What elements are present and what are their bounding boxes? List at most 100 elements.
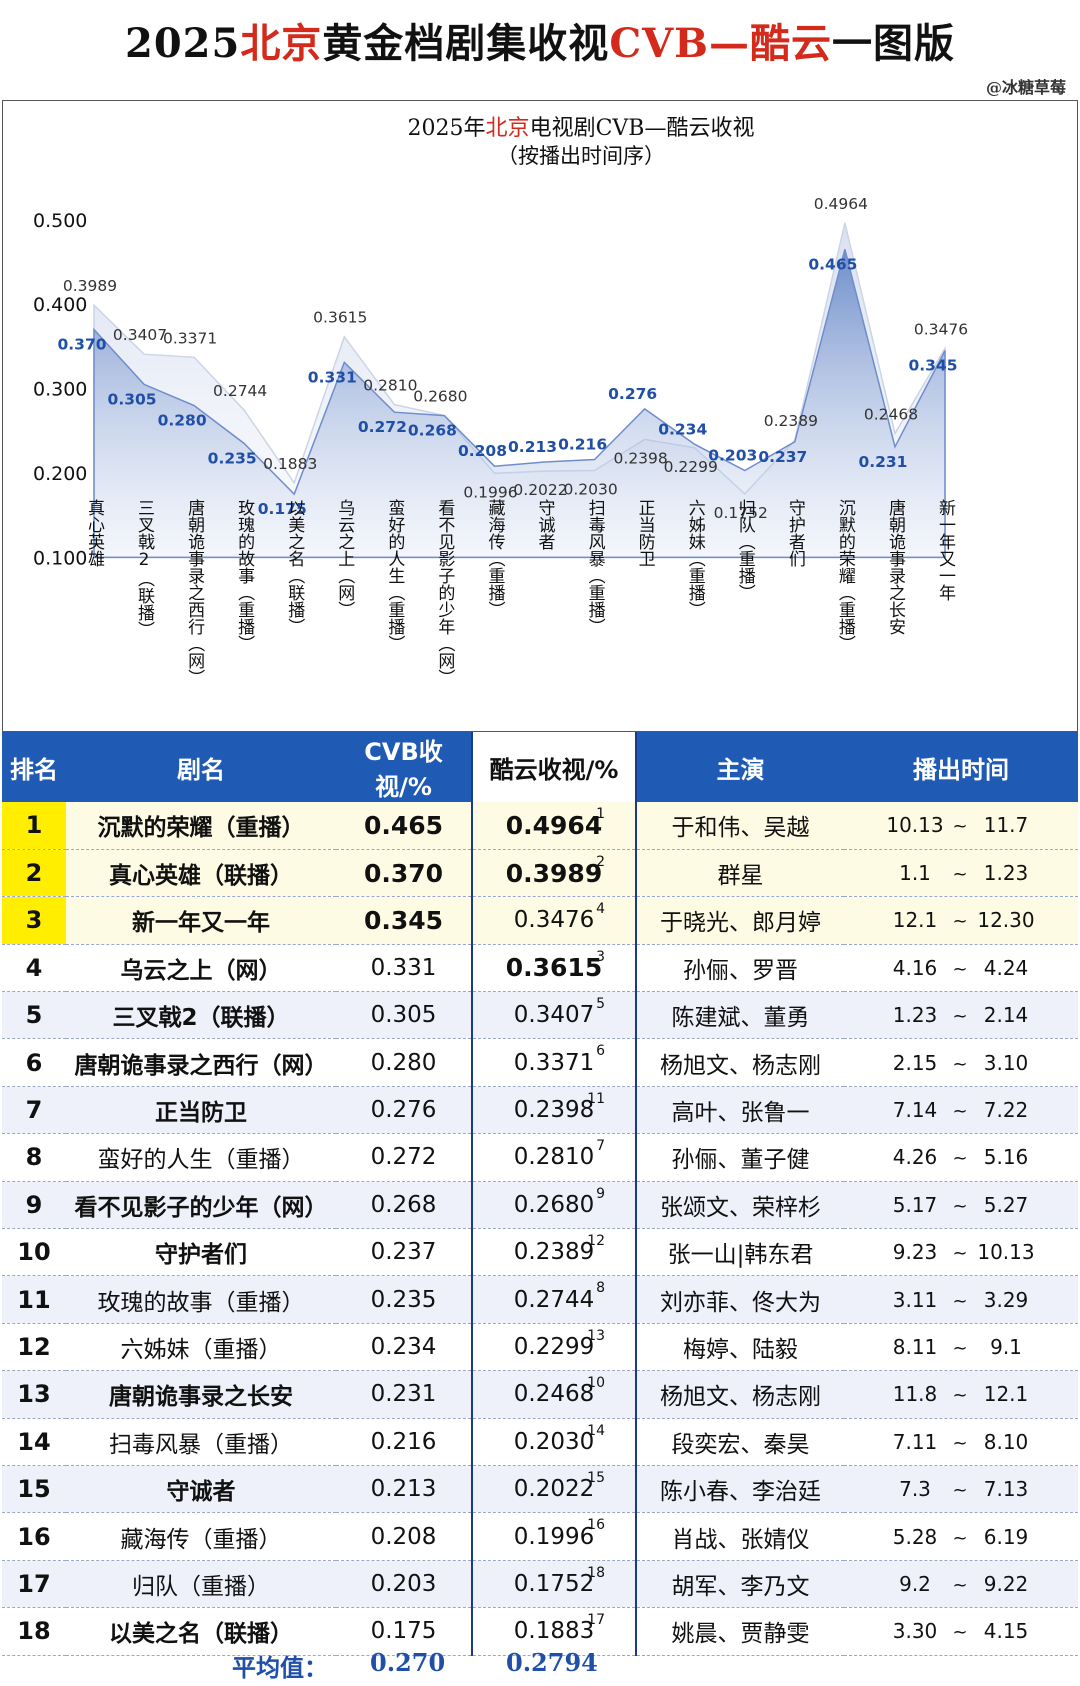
kuyun-rank: 17 — [587, 1612, 605, 1629]
kuyun-value: 0.3615 — [505, 953, 603, 983]
cvb-data-label: 0.268 — [408, 422, 457, 440]
air-start: 11.8 — [892, 1382, 938, 1407]
cell-airtime: 5.28 ~6.19 — [844, 1512, 1078, 1561]
cell-cvb: 0.213 — [336, 1465, 472, 1514]
x-tick-label: 真心英雄 — [84, 499, 105, 567]
cell-rank: 16 — [2, 1512, 66, 1561]
kuyun-value: 0.2744 — [513, 1286, 595, 1313]
kuyun-rank: 1 — [596, 806, 605, 822]
header-cast: 主演 — [636, 732, 844, 802]
cell-drama-name: 守诚者 — [66, 1465, 336, 1514]
air-start: 12.1 — [892, 908, 938, 933]
table-row: 13 唐朝诡事录之长安 0.231 0.2468 10 杨旭文、杨志刚 11.8 ~12.1 — [2, 1370, 1078, 1419]
kuyun-value: 0.2299 — [513, 1333, 595, 1360]
cell-airtime: 9.2 ~9.22 — [844, 1560, 1078, 1609]
air-end: 8.10 — [983, 1429, 1029, 1454]
kuyun-data-label: 0.2398 — [614, 449, 668, 467]
title-part-main: 黄金档剧集收视 — [322, 20, 610, 67]
kuyun-value: 0.2810 — [513, 1144, 595, 1171]
cell-airtime: 9.23 ~10.13 — [844, 1228, 1078, 1277]
cell-cast: 肖战、张婧仪 — [636, 1512, 844, 1561]
cell-drama-name: 藏海传（重播） — [66, 1512, 336, 1561]
cell-airtime: 10.13 ~11.7 — [844, 802, 1078, 850]
cell-kuyun: 0.2468 10 — [471, 1370, 637, 1419]
air-start: 4.16 — [892, 955, 938, 980]
cell-drama-name: 六姊妹（重播） — [66, 1323, 336, 1372]
cell-kuyun: 0.3371 6 — [471, 1038, 637, 1087]
cell-cast: 张颂文、荣梓杉 — [636, 1181, 844, 1230]
air-end: 5.27 — [983, 1192, 1029, 1217]
kuyun-rank: 7 — [596, 1138, 605, 1155]
cell-rank: 7 — [2, 1086, 66, 1135]
kuyun-rank: 12 — [587, 1233, 605, 1250]
cell-cvb: 0.272 — [336, 1133, 472, 1182]
kuyun-value: 0.1752 — [513, 1570, 595, 1597]
kuyun-rank: 8 — [596, 1280, 605, 1297]
x-tick-label: 扫毒风暴（重播） — [585, 499, 606, 635]
cell-kuyun: 0.2810 7 — [471, 1133, 637, 1182]
kuyun-data-label: 0.3615 — [313, 309, 367, 327]
x-tick-label: 看不见影子的少年（网） — [434, 499, 455, 686]
header-name: 剧名 — [66, 732, 336, 802]
kuyun-value: 0.4964 — [505, 810, 603, 840]
cell-rank: 3 — [2, 896, 66, 945]
table-row: 17 归队（重播） 0.203 0.1752 18 胡军、李乃文 9.2 ~9.22 — [2, 1560, 1078, 1609]
cell-drama-name: 归队（重播） — [66, 1560, 336, 1609]
cell-kuyun: 0.2680 9 — [471, 1181, 637, 1230]
kuyun-rank: 18 — [587, 1564, 605, 1581]
average-cvb: 0.270 — [370, 1648, 446, 1677]
kuyun-value: 0.3407 — [513, 1002, 595, 1029]
cell-cast: 梅婷、陆毅 — [636, 1323, 844, 1372]
table-row: 16 藏海传（重播） 0.208 0.1996 16 肖战、张婧仪 5.28 ~6.19 — [2, 1512, 1078, 1561]
air-end: 1.23 — [983, 861, 1029, 886]
cvb-data-label: 0.208 — [458, 442, 507, 460]
air-start: 7.14 — [892, 1098, 938, 1123]
kuyun-value: 0.2398 — [513, 1097, 595, 1124]
cell-rank: 4 — [2, 944, 66, 993]
kuyun-rank: 13 — [587, 1327, 605, 1344]
cell-cast: 孙俪、董子健 — [636, 1133, 844, 1182]
kuyun-data-label: 0.2468 — [864, 406, 918, 424]
cvb-data-label: 0.331 — [308, 368, 357, 386]
cell-rank: 18 — [2, 1607, 66, 1656]
table-row: 14 扫毒风暴（重播） 0.216 0.2030 14 段奕宏、秦昊 7.11 ~8.10 — [2, 1418, 1078, 1466]
air-end: 9.1 — [990, 1334, 1022, 1359]
air-tilde: ~ — [952, 1622, 968, 1644]
kuyun-data-label: 0.2299 — [664, 458, 718, 476]
cell-rank: 11 — [2, 1275, 66, 1324]
cell-kuyun: 0.2389 12 — [471, 1228, 637, 1277]
chart-panel: 2025年北京电视剧CVB—酷云收视 （按播出时间序） 0.100 0.200 0.… — [2, 100, 1078, 732]
cvb-data-label: 0.203 — [708, 446, 757, 464]
page-title: 2025北京黄金档剧集收视CVB—酷云一图版 — [0, 14, 1080, 74]
cell-cast: 孙俪、罗晋 — [636, 944, 844, 993]
cell-cast: 刘亦菲、佟大为 — [636, 1275, 844, 1324]
cell-cast: 杨旭文、杨志刚 — [636, 1038, 844, 1087]
cell-airtime: 7.14 ~7.22 — [844, 1086, 1078, 1135]
cell-airtime: 4.26 ~5.16 — [844, 1133, 1078, 1182]
cell-cast: 于晓光、郎月婷 — [636, 896, 844, 945]
kuyun-rank: 3 — [596, 948, 605, 965]
air-tilde: ~ — [952, 1053, 968, 1075]
air-end: 7.22 — [983, 1098, 1029, 1123]
air-start: 3.30 — [892, 1619, 938, 1644]
chart-title-part-3: 电视剧CVB—酷云收视 — [530, 116, 755, 141]
cell-airtime: 1.1 ~1.23 — [844, 849, 1078, 898]
title-part-city: 北京 — [240, 20, 323, 67]
cell-airtime: 3.11 ~3.29 — [844, 1275, 1078, 1324]
cell-rank: 13 — [2, 1370, 66, 1419]
table-row: 15 守诚者 0.213 0.2022 15 陈小春、李治廷 7.3 ~7.13 — [2, 1465, 1078, 1514]
table-row: 2 真心英雄（联播） 0.370 0.3989 2 群星 1.1 ~1.23 — [2, 849, 1078, 898]
cell-rank: 17 — [2, 1560, 66, 1609]
cvb-data-label: 0.272 — [358, 418, 407, 436]
kuyun-data-label: 0.2810 — [363, 377, 417, 395]
cell-cast: 姚晨、贾静雯 — [636, 1607, 844, 1656]
cell-cvb: 0.216 — [336, 1418, 472, 1466]
kuyun-data-label: 0.2022 — [513, 481, 567, 499]
chart-title-part-2: 北京 — [486, 116, 530, 141]
table-row: 5 三叉戟2（联播） 0.305 0.3407 5 陈建斌、董勇 1.23 ~2.14 — [2, 991, 1078, 1040]
cell-cvb: 0.276 — [336, 1086, 472, 1135]
watermark: @冰糖草莓 — [985, 78, 1066, 97]
x-tick-label: 玫瑰的故事（重播） — [234, 499, 255, 652]
kuyun-value: 0.1883 — [513, 1618, 595, 1645]
cvb-data-label: 0.231 — [858, 453, 907, 471]
